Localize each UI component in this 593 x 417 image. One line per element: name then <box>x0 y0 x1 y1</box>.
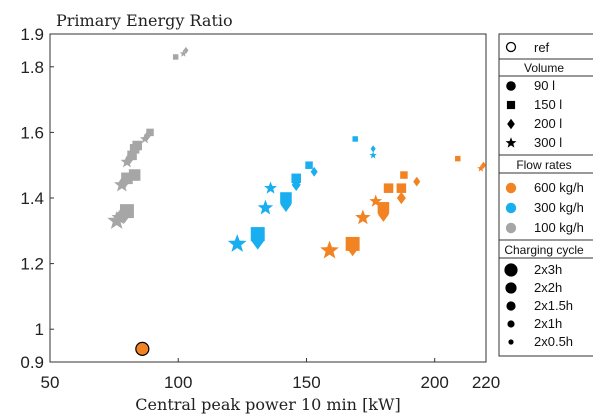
x-tick-label: 150 <box>292 373 320 392</box>
data-point-diamond <box>370 145 376 153</box>
legend-volume-label: 90 l <box>534 78 555 93</box>
legend-flow-dot <box>505 202 517 214</box>
data-point-square <box>127 150 137 161</box>
data-point-square <box>291 173 301 184</box>
legend-cycle-label: 2x3h <box>534 262 562 277</box>
diamond-icon <box>507 118 515 130</box>
legend-flow-header: Flow rates <box>516 158 571 172</box>
ref-circle-icon <box>505 41 517 53</box>
y-tick-label: 1 <box>35 320 44 339</box>
legend-cycle-label: 2x1.5h <box>534 298 573 313</box>
data-point-square <box>132 140 142 151</box>
legend-cycle-header: Charging cycle <box>504 243 584 257</box>
legend-cycle-label: 2x2h <box>534 280 562 295</box>
data-point-star <box>227 234 247 252</box>
legend-volume-header: Volume <box>524 61 564 75</box>
data-point-square <box>280 192 292 204</box>
data-point-square <box>396 183 407 193</box>
legend-flow-label: 600 kg/h <box>534 180 584 195</box>
legend-flow-label: 300 kg/h <box>534 200 584 215</box>
x-tick-label: 100 <box>164 373 192 392</box>
data-point-star <box>320 240 339 259</box>
chart-title: Primary Energy Ratio <box>56 11 233 30</box>
legend-flow-dot <box>505 222 517 234</box>
y-tick-label: 1.2 <box>20 255 44 274</box>
y-tick-label: 0.9 <box>20 353 44 372</box>
legend-volume-label: 300 l <box>534 135 562 150</box>
data-point-square <box>172 54 179 60</box>
data-point-square <box>305 161 313 169</box>
legend-cycle-dot <box>506 301 516 311</box>
data-point-star <box>477 164 485 172</box>
star-icon <box>505 137 517 148</box>
data-point-diamond <box>310 166 318 177</box>
square-icon <box>506 100 516 110</box>
data-point-square <box>146 128 154 137</box>
data-point-diamond <box>413 176 421 187</box>
legend-volume-label: 200 l <box>534 116 562 131</box>
legend: ref Volume 90 l 150 l 200 l 300 l Flow rates 60… <box>498 33 593 357</box>
data-point-diamond <box>183 46 189 54</box>
data-point-star <box>369 151 377 159</box>
data-point-square <box>383 183 394 193</box>
data-point-diamond <box>396 191 406 205</box>
data-point-square <box>128 169 141 181</box>
x-tick-label: 200 <box>421 373 449 392</box>
x-axis-label: Central peak power 10 min [kW] <box>135 395 400 414</box>
legend-cycle-dot <box>507 320 515 328</box>
circle-icon <box>506 81 516 91</box>
data-point-square <box>250 227 265 242</box>
data-point-star <box>264 181 277 194</box>
data-point-star <box>120 155 134 168</box>
data-point-square <box>119 204 134 219</box>
legend-cycle-dot <box>505 282 517 294</box>
data-point-square <box>377 202 390 214</box>
legend-ref-label: ref <box>534 40 550 55</box>
plot-area <box>49 33 487 363</box>
data-marks <box>107 46 486 356</box>
x-tick-label: 50 <box>41 373 60 392</box>
legend-cycle-dot <box>508 339 514 345</box>
data-point-square <box>345 236 360 251</box>
data-point-star <box>257 199 274 215</box>
data-point-square <box>352 136 358 142</box>
data-point-diamond <box>480 161 486 169</box>
x-tick-label: 220 <box>472 373 500 392</box>
legend-cycle-label: 2x0.5h <box>534 334 573 349</box>
y-tick-label: 1.6 <box>20 123 44 142</box>
legend-cycle-dot <box>504 263 518 277</box>
legend-flow-label: 100 kg/h <box>534 220 584 235</box>
legend-flow-dot <box>505 182 517 194</box>
legend-volume-label: 150 l <box>534 97 562 112</box>
data-point-star <box>139 133 150 144</box>
y-tick-label: 1.8 <box>20 58 44 77</box>
data-point-star <box>179 49 188 57</box>
data-point-square <box>455 155 461 162</box>
axis-ticks: 50 100 150 200 220 0.9 1 1.2 1.4 1.6 1.8 1.9 <box>20 25 500 392</box>
data-point-diamond <box>291 178 301 192</box>
y-tick-label: 1.4 <box>20 189 44 208</box>
data-point-star <box>369 194 383 207</box>
data-point-square <box>400 171 408 179</box>
ref-point <box>135 341 150 356</box>
y-tick-label: 1.9 <box>20 25 44 44</box>
legend-cycle-label: 2x1h <box>534 316 562 331</box>
data-point-star <box>355 209 371 225</box>
